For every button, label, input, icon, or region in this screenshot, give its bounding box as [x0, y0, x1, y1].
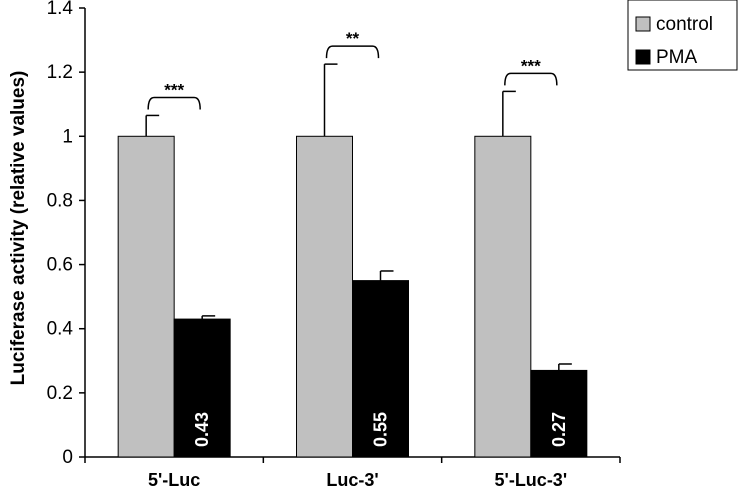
y-tick-label: 0.2 [47, 383, 73, 404]
y-tick-label: 0.4 [47, 319, 74, 340]
significance-label: ** [346, 29, 360, 48]
significance-label: *** [164, 80, 184, 99]
bar-control [474, 135, 532, 458]
x-category-label: 5'-Luc [148, 470, 200, 490]
significance-bracket [147, 96, 201, 110]
legend-swatch-control [635, 16, 651, 32]
bar-value-label: 0.43 [192, 412, 212, 447]
y-tick-label: 0.6 [47, 255, 73, 276]
significance-bracket [504, 72, 558, 86]
bar-pma [352, 280, 409, 458]
legend-swatch-pma [635, 49, 651, 65]
annotations: ******** [147, 29, 558, 110]
bar-control [117, 135, 175, 458]
x-category-label: 5'-Luc-3' [495, 470, 568, 490]
y-axis-label: Luciferase activity (relative values) [8, 71, 29, 386]
bar-control [296, 135, 353, 458]
bar-value-label: 0.27 [549, 412, 569, 447]
bar-pma [530, 369, 588, 458]
y-tick-label: 0 [62, 447, 73, 468]
y-tick-label: 1 [62, 126, 73, 147]
y-tick-label: 1.2 [47, 62, 73, 83]
legend-label: control [656, 14, 713, 35]
bar-pma [173, 318, 231, 458]
legend: control PMA [627, 0, 738, 71]
significance-label: *** [521, 56, 541, 75]
x-category-label: Luc-3' [326, 470, 378, 490]
bar-value-label: 0.55 [371, 412, 391, 447]
y-tick-label: 1.4 [47, 0, 74, 19]
y-tick-label: 0.8 [47, 190, 73, 211]
significance-bracket [325, 45, 380, 59]
bars: 0.43 0.55 0.27 [117, 63, 588, 458]
legend-label: PMA [656, 47, 698, 68]
